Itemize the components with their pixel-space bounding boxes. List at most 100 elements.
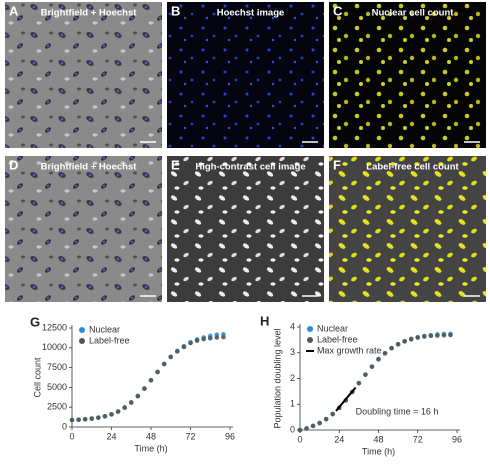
- data-point: [128, 400, 134, 405]
- legend-swatch: [79, 327, 85, 333]
- data-point: [421, 334, 427, 339]
- chart-label: G: [30, 314, 40, 329]
- data-point: [304, 426, 309, 431]
- micrograph: [329, 156, 486, 302]
- data-point: [382, 350, 388, 356]
- data-point: [448, 332, 453, 338]
- y-tick-label: 2: [290, 373, 295, 383]
- x-tick-label: 48: [373, 434, 383, 444]
- data-point: [221, 334, 226, 340]
- data-point: [330, 411, 336, 417]
- data-point: [188, 340, 193, 346]
- micrograph: [167, 156, 324, 302]
- y-tick-label: 5000: [47, 382, 67, 392]
- x-tick-label: 72: [185, 431, 195, 441]
- x-axis-label: Time (h): [362, 446, 395, 456]
- legend-swatch: [307, 326, 313, 332]
- x-tick-label: 24: [334, 434, 344, 444]
- y-tick-label: 3: [290, 347, 295, 357]
- data-point: [148, 377, 154, 383]
- data-point: [395, 341, 401, 347]
- annotation: Doubling time = 16 h: [356, 406, 439, 416]
- legend-label: Label-free: [89, 335, 130, 345]
- data-point: [415, 335, 421, 340]
- y-tick-label: 12500: [42, 322, 67, 332]
- data-point: [96, 415, 101, 420]
- legend-swatch: [307, 337, 313, 343]
- legend-label: Nuclear: [317, 323, 348, 333]
- growth-line: [335, 386, 357, 412]
- data-point: [181, 344, 187, 350]
- x-tick-label: 0: [69, 431, 74, 441]
- data-point: [142, 386, 147, 391]
- x-tick-label: 96: [225, 431, 235, 441]
- data-point: [402, 339, 407, 344]
- x-tick-label: 48: [146, 431, 156, 441]
- panel-label: C: [333, 3, 343, 18]
- y-axis-label: Population doubling level: [272, 328, 282, 428]
- data-point: [175, 349, 180, 354]
- panel-title: Brightfield + Hoechst: [41, 8, 138, 19]
- y-tick-label: 4: [290, 321, 295, 331]
- legend-label: Max growth rate: [317, 345, 382, 355]
- data-point: [207, 335, 213, 341]
- data-point: [441, 332, 447, 338]
- data-point: [109, 412, 114, 417]
- data-point: [194, 338, 200, 343]
- x-tick-label: 96: [452, 434, 462, 444]
- y-tick-label: 0: [62, 421, 67, 431]
- panel-title: Label-free cell count: [366, 162, 459, 173]
- panel-label: B: [171, 3, 180, 18]
- data-point: [323, 416, 329, 422]
- data-point: [356, 380, 362, 386]
- data-point: [310, 423, 316, 429]
- x-axis-label: Time (h): [134, 443, 167, 453]
- micrograph: [5, 2, 162, 148]
- data-point: [435, 333, 440, 338]
- panel-title: High-contrast cell image: [195, 162, 305, 173]
- data-point: [102, 414, 108, 419]
- chart-label: H: [260, 313, 269, 328]
- data-point: [214, 335, 220, 340]
- panel-label: D: [9, 157, 18, 172]
- data-point: [376, 356, 381, 362]
- x-tick-label: 0: [297, 434, 302, 444]
- micrograph: [5, 156, 162, 302]
- micrograph: [329, 2, 486, 148]
- data-point: [297, 427, 303, 433]
- legend-label: Nuclear: [89, 324, 120, 334]
- panel-title: Brightfield + Hoechst: [41, 162, 138, 173]
- data-point: [428, 333, 434, 339]
- panel-title: Hoechst image: [217, 8, 285, 19]
- data-point: [76, 417, 81, 423]
- panel-label: F: [333, 157, 341, 172]
- y-tick-label: 7500: [47, 362, 67, 372]
- data-point: [69, 417, 75, 423]
- panel-title: Nuclear cell count: [372, 8, 455, 19]
- panel-label: E: [171, 157, 180, 172]
- data-point: [201, 336, 206, 342]
- panel-label: A: [9, 3, 19, 18]
- y-tick-label: 0: [290, 424, 295, 434]
- data-point: [161, 361, 167, 367]
- data-point: [389, 345, 394, 351]
- data-point: [363, 372, 368, 377]
- data-point: [155, 369, 160, 375]
- x-tick-label: 24: [106, 431, 116, 441]
- y-tick-label: 2500: [47, 402, 67, 412]
- data-point: [369, 364, 375, 369]
- data-point: [122, 405, 127, 410]
- y-axis-label: Cell count: [32, 357, 42, 398]
- data-point: [135, 393, 141, 399]
- data-point: [89, 416, 95, 421]
- legend-swatch: [79, 338, 85, 344]
- data-point: [317, 420, 322, 426]
- data-point: [408, 337, 414, 342]
- data-point: [115, 409, 121, 414]
- data-point: [82, 416, 88, 422]
- y-tick-label: 10000: [42, 342, 67, 352]
- micrograph: [167, 2, 324, 148]
- legend-label: Label-free: [317, 334, 358, 344]
